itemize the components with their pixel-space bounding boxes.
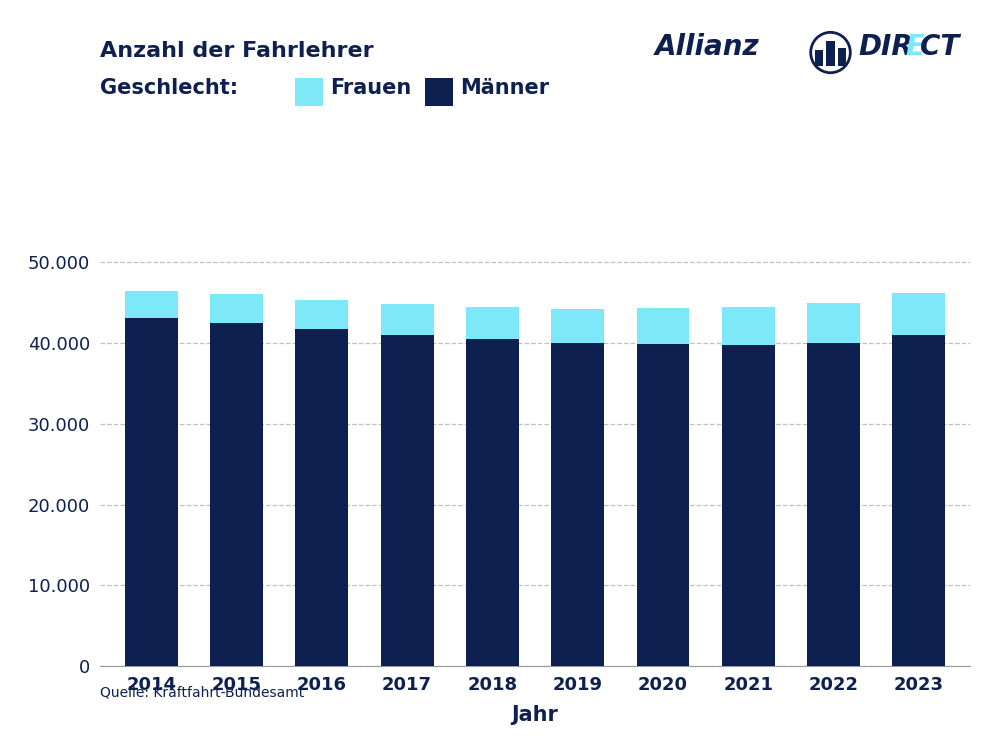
Text: CT: CT [920, 33, 959, 61]
Text: Allianz: Allianz [655, 33, 760, 61]
Bar [807, 343, 860, 666]
Bar [722, 345, 775, 666]
Bar [466, 307, 519, 339]
Bar [838, 48, 846, 67]
Bar [381, 304, 434, 335]
Text: Männer: Männer [460, 78, 549, 98]
Bar [826, 41, 835, 67]
Bar [381, 335, 434, 666]
Text: Geschlecht:: Geschlecht: [100, 78, 238, 98]
Text: Frauen: Frauen [330, 78, 411, 98]
Bar [125, 291, 178, 318]
Bar [892, 335, 945, 666]
Bar [125, 318, 178, 666]
Bar [551, 309, 604, 343]
Bar [210, 294, 263, 323]
Bar [637, 308, 689, 344]
Bar [551, 343, 604, 666]
Bar [295, 300, 348, 329]
Bar [815, 50, 823, 67]
Text: DIR: DIR [858, 33, 913, 61]
Text: E: E [905, 33, 924, 61]
Bar [807, 303, 860, 343]
Bar [295, 329, 348, 666]
Bar [466, 339, 519, 666]
X-axis label: Jahr: Jahr [512, 704, 558, 725]
Bar [210, 323, 263, 666]
Text: Quelle: Kraftfahrt-Bundesamt: Quelle: Kraftfahrt-Bundesamt [100, 685, 304, 699]
Bar [722, 307, 775, 345]
Bar [892, 293, 945, 335]
Text: Anzahl der Fahrlehrer: Anzahl der Fahrlehrer [100, 41, 374, 61]
Bar [637, 344, 689, 666]
